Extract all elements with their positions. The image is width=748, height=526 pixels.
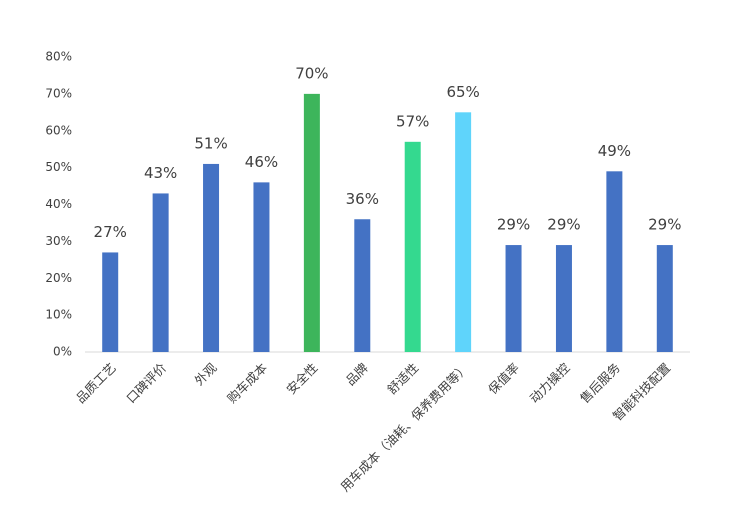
value-label: 70% xyxy=(295,64,328,82)
y-tick-label: 0% xyxy=(53,345,72,359)
y-tick-label: 10% xyxy=(45,308,72,322)
x-tick-label: 舒适性 xyxy=(384,360,421,397)
x-tick-label: 保值率 xyxy=(485,360,522,397)
bar xyxy=(354,219,371,352)
value-label: 43% xyxy=(144,164,177,182)
y-tick-label: 80% xyxy=(45,50,72,64)
x-tick-label: 外观 xyxy=(191,360,220,389)
bar xyxy=(253,182,270,352)
x-tick-label: 品牌 xyxy=(343,360,371,388)
value-label: 29% xyxy=(497,216,530,234)
bar xyxy=(606,171,623,352)
value-label: 49% xyxy=(598,142,631,160)
value-label: 57% xyxy=(396,112,429,130)
value-label: 29% xyxy=(648,216,681,234)
value-label: 29% xyxy=(547,216,580,234)
x-tick-label: 购车成本 xyxy=(224,360,270,406)
value-label: 65% xyxy=(446,83,479,101)
y-tick-label: 30% xyxy=(45,234,72,248)
bar xyxy=(303,93,320,352)
value-label: 36% xyxy=(346,190,379,208)
bar xyxy=(555,245,572,352)
y-tick-label: 20% xyxy=(45,271,72,285)
x-tick-label: 品质工艺 xyxy=(73,360,119,406)
x-tick-label: 口碑评价 xyxy=(123,360,169,406)
bar xyxy=(404,141,421,352)
value-label: 51% xyxy=(194,134,227,152)
bar xyxy=(203,163,220,352)
y-tick-label: 70% xyxy=(45,86,72,100)
value-label: 27% xyxy=(94,223,127,241)
x-tick-label: 动力操控 xyxy=(527,360,573,406)
y-tick-label: 60% xyxy=(45,123,72,137)
bar xyxy=(102,252,119,352)
y-tick-label: 40% xyxy=(45,197,72,211)
bar xyxy=(505,245,522,352)
bar xyxy=(656,245,673,352)
y-tick-label: 50% xyxy=(45,160,72,174)
x-tick-label: 安全性 xyxy=(283,360,320,397)
bar xyxy=(152,193,169,352)
bar xyxy=(455,112,472,352)
value-label: 46% xyxy=(245,153,278,171)
x-tick-label: 售后服务 xyxy=(577,360,623,406)
